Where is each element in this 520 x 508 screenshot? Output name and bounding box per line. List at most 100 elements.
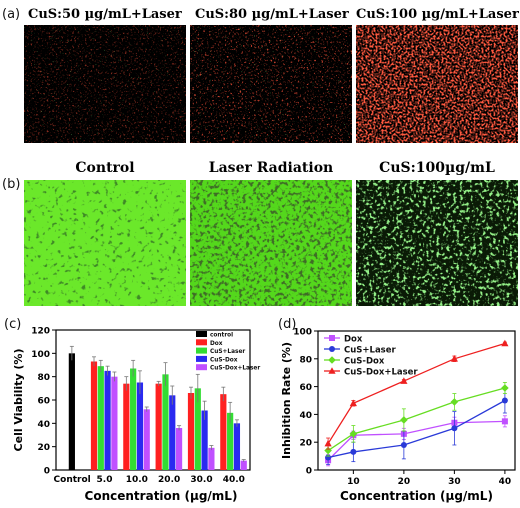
- x-tick-label: 40: [499, 477, 512, 487]
- y-tick-label: 60: [299, 383, 312, 393]
- marker-circle: [451, 425, 458, 432]
- panel-b-title-2: Laser Radiation: [209, 160, 333, 176]
- panel-b: (b) Control Laser Radiation CuS:100µg/mL: [2, 160, 518, 306]
- x-tick-label: 10: [347, 477, 360, 487]
- y-tick-label: 60: [37, 397, 50, 407]
- x-axis-title: Concentration (μg/mL): [340, 489, 493, 503]
- micrograph-a1: [24, 25, 186, 143]
- x-axis-title: Concentration (μg/mL): [85, 489, 238, 503]
- bar: [233, 423, 241, 470]
- legend-label: Dox: [210, 341, 223, 347]
- marker-diamond: [450, 398, 459, 406]
- micrograph-b3: [356, 180, 518, 306]
- legend-swatch: [196, 355, 207, 362]
- bar: [227, 412, 234, 470]
- y-tick-label: 100: [293, 328, 312, 338]
- panel-a-title-3: CuS:100 µg/mL+Laser: [356, 7, 519, 22]
- micrograph-a3: [356, 25, 518, 143]
- bar: [162, 374, 169, 470]
- marker-triangle: [450, 355, 458, 362]
- bar: [187, 393, 195, 470]
- marker-diamond: [328, 356, 336, 364]
- bar: [169, 395, 176, 470]
- x-tick-label: 30.0: [190, 475, 212, 485]
- bar: [90, 361, 98, 470]
- y-tick-label: 40: [299, 411, 312, 421]
- panel-c-label: (c): [4, 317, 21, 332]
- y-axis-title: Inhibition Rate (%): [280, 342, 293, 459]
- marker-triangle: [400, 377, 408, 384]
- y-tick-label: 120: [31, 327, 50, 337]
- marker-diamond: [501, 384, 509, 392]
- marker-triangle: [501, 339, 509, 347]
- x-tick-label: Control: [54, 475, 91, 485]
- y-tick-label: 0: [306, 467, 312, 477]
- panel-d-label: (d): [278, 317, 296, 332]
- y-tick-label: 0: [44, 467, 50, 477]
- y-tick-label: 80: [37, 373, 50, 383]
- panel-d: (d) 0 20 40 60 80 100 10 20 30 40 Inhibition Rate …: [278, 317, 516, 503]
- y-tick-label: 20: [299, 439, 312, 449]
- marker-diamond: [349, 430, 358, 438]
- y-tick-label: 20: [37, 443, 50, 453]
- bar: [136, 382, 144, 470]
- bar: [123, 383, 130, 470]
- x-tick-label: 30: [448, 477, 461, 487]
- legend-swatch: [196, 347, 207, 354]
- y-axis-title: Cell Viability (%): [12, 349, 25, 452]
- y-tick-label: 40: [37, 420, 50, 430]
- marker-diamond: [324, 446, 332, 455]
- panel-b-label: (b): [2, 177, 20, 192]
- series-line: [327, 399, 506, 459]
- micrograph-a2: [190, 25, 352, 143]
- legend-swatch: [196, 331, 207, 337]
- panel-b-title-3: CuS:100µg/mL: [379, 160, 495, 176]
- bar: [194, 388, 201, 470]
- y-tick-label: 80: [299, 355, 312, 365]
- marker-circle: [400, 441, 407, 448]
- bar: [208, 447, 215, 470]
- legend-swatch: [196, 364, 207, 371]
- legend-label: CuS-Dox: [344, 356, 385, 366]
- bar: [111, 376, 118, 470]
- x-tick-label: 10.0: [126, 475, 148, 485]
- x-tick-label: 40.0: [223, 475, 245, 485]
- bar: [143, 409, 150, 470]
- legend-label: CuS+Laser: [344, 345, 397, 355]
- y-tick-label: 100: [31, 350, 50, 360]
- micrograph-b2: [190, 180, 352, 306]
- legend-label: CuS+Laser: [210, 349, 245, 355]
- micrograph-b1: [24, 180, 186, 306]
- marker-triangle: [328, 367, 336, 374]
- marker-circle: [329, 346, 335, 352]
- panel-a-title-1: CuS:50 µg/mL+Laser: [28, 7, 182, 22]
- bar: [104, 370, 111, 470]
- panel-a: (a) CuS:50 µg/mL+Laser CuS:80 µg/mL+Lase…: [2, 7, 519, 143]
- bar: [240, 460, 247, 470]
- x-tick-label: 20: [398, 477, 411, 487]
- marker-diamond: [400, 416, 408, 424]
- marker-circle: [350, 448, 357, 455]
- panel-a-label: (a): [2, 7, 20, 22]
- legend-label: CuS-Dox: [210, 357, 238, 363]
- panel-b-title-1: Control: [75, 160, 134, 176]
- bar: [155, 383, 162, 470]
- bar: [130, 368, 137, 470]
- marker-circle: [501, 397, 508, 404]
- bar: [97, 366, 104, 470]
- legend-label: Dox: [344, 334, 363, 344]
- bar-chart: 0 20 40 60 80 100 120 Control 5.0 10.0 20.0 30.0 40.…: [12, 327, 260, 504]
- bar: [201, 410, 208, 470]
- x-tick-label: 20.0: [158, 475, 180, 485]
- panel-c: (c) 0 20 40 60 80 100 120 Control 5.0 10.0 20.0 30.…: [4, 317, 260, 503]
- legend-label: CuS-Dox+Laser: [210, 366, 260, 372]
- marker-square: [329, 335, 335, 341]
- marker-triangle: [324, 439, 332, 447]
- bar: [175, 428, 183, 470]
- x-tick-label: 5.0: [97, 475, 113, 485]
- panel-a-title-2: CuS:80 µg/mL+Laser: [195, 7, 349, 22]
- bar: [68, 353, 75, 470]
- legend-label: control: [210, 333, 233, 339]
- marker-square: [501, 418, 508, 425]
